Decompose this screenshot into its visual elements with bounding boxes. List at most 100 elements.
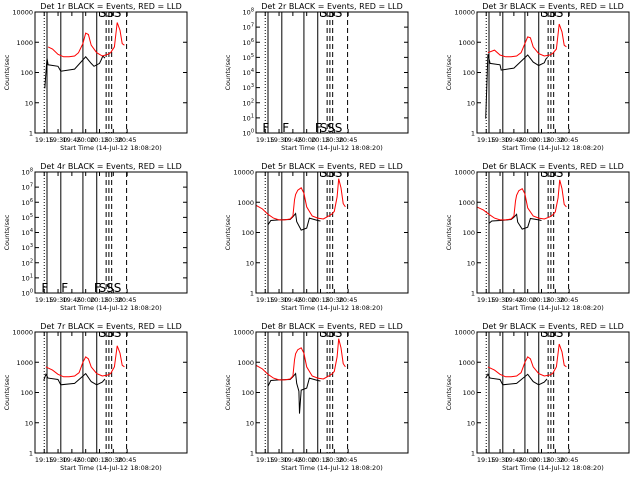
x-tick-label: 20:30 [546, 296, 565, 304]
y-tick-label: 1000 [458, 199, 475, 207]
y-tick-label: 10000 [12, 329, 33, 337]
panel-det-2: F F FSSSSSS19:1519:3019:4520:0020:1520:302… [224, 2, 409, 152]
x-tick-label: 20:30 [104, 136, 123, 144]
x-axis-label: Start Time (14-Jul-12 18:08:20) [281, 144, 383, 152]
panel-det-4: F F FSSS19:1519:3019:4520:0020:1520:3020:4… [3, 162, 188, 312]
y-tick-label: 100 [242, 389, 254, 397]
event-flag-annotation: SSS [320, 326, 343, 340]
y-tick-label: 1000 [458, 39, 475, 47]
y-tick-label: 100 [243, 129, 254, 138]
y-tick-label: 10 [246, 259, 254, 267]
y-tick-label: 10000 [233, 329, 254, 337]
events-series-line [44, 55, 106, 89]
axes-frame [476, 331, 630, 454]
event-flag-annotation: SSS [320, 166, 343, 180]
x-tick-label: 19:30 [491, 456, 510, 464]
y-tick-label: 100 [21, 389, 33, 397]
y-tick-label: 1 [250, 450, 254, 458]
x-tick-label: 19:15 [35, 456, 54, 464]
x-tick-label: 20:00 [297, 136, 316, 144]
x-tick-label: 19:45 [62, 456, 81, 464]
x-tick-label: 20:00 [297, 296, 316, 304]
x-tick-label: 20:15 [532, 296, 551, 304]
y-axis-label: Counts/sec [224, 214, 232, 250]
y-axis-label: Counts/sec [3, 374, 11, 410]
x-tick-label: 20:00 [76, 456, 95, 464]
panel-title: Det 2r BLACK = Events, RED = LLD [261, 2, 403, 11]
x-tick-label: 19:30 [270, 136, 289, 144]
event-flag-annotation: SSS [99, 326, 122, 340]
x-tick-label: 20:45 [339, 456, 358, 464]
y-tick-label: 1 [471, 130, 475, 138]
x-tick-label: 20:00 [297, 456, 316, 464]
y-axis-label: Counts/sec [3, 54, 11, 90]
x-tick-label: 19:30 [270, 456, 289, 464]
lld-series-line [47, 22, 125, 58]
x-tick-label: 20:30 [104, 456, 123, 464]
y-tick-label: 105 [243, 53, 254, 62]
event-flag-annotation: SSS [320, 121, 343, 135]
axes-frame [34, 171, 188, 294]
x-tick-label: 19:45 [504, 456, 523, 464]
axes-frame [476, 11, 630, 134]
event-flag-annotation: SSS [320, 6, 343, 20]
x-tick-label: 20:45 [560, 456, 579, 464]
x-tick-label: 20:45 [339, 136, 358, 144]
plot-area: SSS [477, 166, 570, 293]
x-tick-label: 20:15 [90, 456, 109, 464]
x-tick-label: 20:00 [76, 296, 95, 304]
x-tick-label: 19:15 [35, 136, 54, 144]
x-tick-label: 20:30 [104, 296, 123, 304]
event-flag-annotation: SSS [99, 6, 122, 20]
lld-series-line [487, 23, 567, 58]
x-axis-label: Start Time (14-Jul-12 18:08:20) [60, 304, 162, 312]
y-tick-label: 106 [22, 198, 33, 207]
y-axis-label: Counts/sec [224, 54, 232, 90]
axes-frame [255, 171, 409, 294]
x-tick-label: 19:15 [256, 296, 275, 304]
y-tick-label: 10 [25, 99, 33, 107]
x-axis-label: Start Time (14-Jul-12 18:08:20) [502, 144, 604, 152]
events-series-line [267, 372, 321, 414]
x-tick-label: 20:45 [118, 296, 137, 304]
y-tick-label: 103 [243, 83, 254, 92]
y-tick-label: 100 [22, 289, 33, 298]
plot-area: SSS [485, 332, 570, 453]
x-axis-label: Start Time (14-Jul-12 18:08:20) [60, 144, 162, 152]
plot-area: SSS [485, 6, 570, 133]
x-tick-label: 19:45 [283, 456, 302, 464]
y-tick-label: 1 [29, 450, 33, 458]
x-tick-label: 19:45 [283, 136, 302, 144]
events-series-line [488, 213, 542, 230]
x-tick-label: 20:30 [546, 136, 565, 144]
y-tick-label: 1000 [237, 199, 254, 207]
y-tick-label: 101 [22, 273, 33, 282]
plot-area: SSS [43, 326, 128, 453]
y-tick-label: 10000 [454, 169, 475, 177]
x-tick-label: 20:30 [546, 456, 565, 464]
events-series-line [267, 212, 321, 231]
y-tick-label: 100 [242, 229, 254, 237]
event-flag-annotation: F [61, 281, 68, 295]
x-tick-label: 19:15 [477, 136, 496, 144]
y-tick-label: 108 [243, 8, 254, 17]
y-tick-label: 10 [25, 419, 33, 427]
y-tick-label: 10 [467, 259, 475, 267]
x-tick-label: 20:45 [118, 456, 137, 464]
y-tick-label: 1000 [458, 359, 475, 367]
event-flag-annotation: SSS [541, 166, 564, 180]
x-tick-label: 20:45 [560, 136, 579, 144]
y-tick-label: 10000 [233, 169, 254, 177]
event-flag-annotation: SSS [541, 6, 564, 20]
x-tick-label: 20:30 [325, 296, 344, 304]
y-tick-label: 100 [463, 389, 475, 397]
axes-frame [476, 171, 630, 294]
y-tick-label: 1 [250, 290, 254, 298]
axes-frame [34, 331, 188, 454]
x-tick-label: 19:30 [49, 136, 68, 144]
plot-area: SSS [256, 326, 349, 453]
